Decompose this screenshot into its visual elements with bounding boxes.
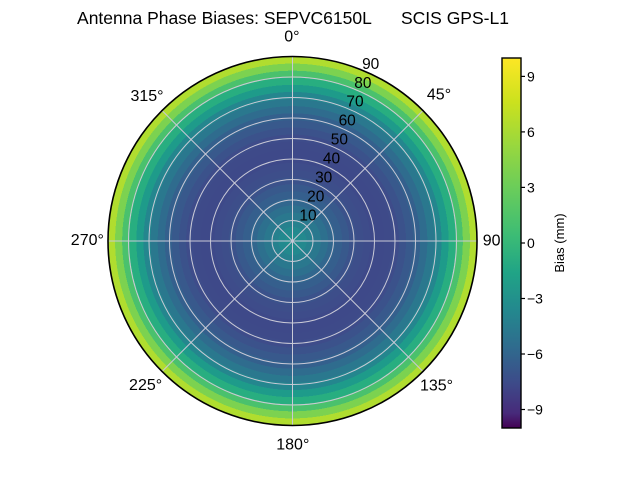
svg-text:315°: 315° <box>130 88 163 105</box>
svg-text:10: 10 <box>299 207 317 224</box>
svg-text:9: 9 <box>527 68 535 84</box>
svg-text:270°: 270° <box>71 232 104 249</box>
svg-text:0°: 0° <box>284 28 299 45</box>
svg-text:−3: −3 <box>527 291 543 307</box>
svg-text:45°: 45° <box>427 87 451 104</box>
svg-text:6: 6 <box>527 124 535 140</box>
svg-text:3: 3 <box>527 179 535 195</box>
svg-text:70: 70 <box>346 94 364 111</box>
svg-text:0: 0 <box>527 235 535 251</box>
svg-text:80: 80 <box>354 75 372 92</box>
svg-text:−6: −6 <box>527 346 543 362</box>
svg-text:135°: 135° <box>420 378 453 395</box>
svg-text:180°: 180° <box>276 437 309 454</box>
svg-text:50: 50 <box>331 132 349 149</box>
svg-text:225°: 225° <box>129 377 162 394</box>
svg-text:90: 90 <box>362 56 380 73</box>
svg-text:−9: −9 <box>527 402 543 418</box>
svg-text:60: 60 <box>339 113 357 130</box>
svg-text:30: 30 <box>315 170 333 187</box>
svg-text:Bias (mm): Bias (mm) <box>552 213 567 272</box>
svg-text:90: 90 <box>483 233 501 250</box>
svg-text:20: 20 <box>307 188 325 205</box>
svg-text:40: 40 <box>323 151 341 168</box>
